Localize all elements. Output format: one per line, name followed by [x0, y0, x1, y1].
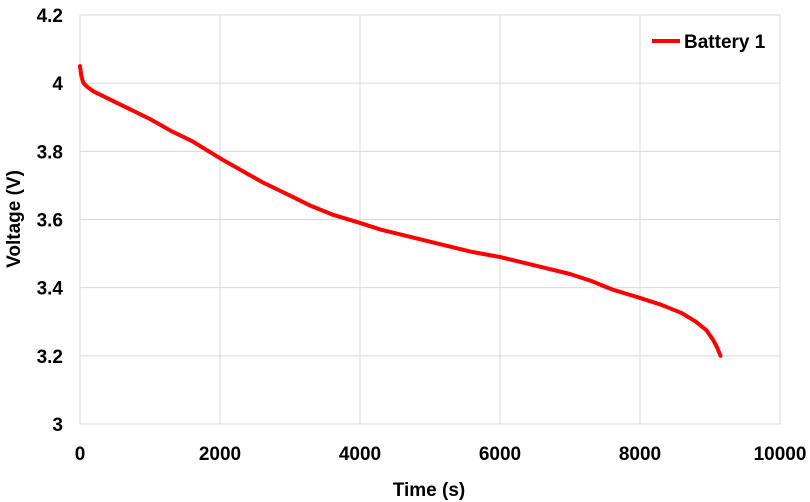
- y-tick-label: 3.6: [37, 211, 63, 232]
- y-tick-label: 3.2: [37, 347, 63, 368]
- x-tick-labels: 0 2000 4000 6000 8000 10000: [75, 444, 807, 465]
- x-tick-label: 10000: [754, 444, 807, 465]
- horizontal-gridlines: [80, 82, 780, 357]
- legend-label-battery-1: Battery 1: [684, 32, 766, 53]
- y-tick-label: 3.4: [37, 279, 64, 300]
- x-tick-label: 8000: [619, 444, 661, 465]
- y-tick-label: 4: [52, 74, 63, 95]
- y-tick-label: 3.8: [37, 142, 63, 163]
- series-group: [78, 64, 723, 358]
- legend: Battery 1: [652, 32, 766, 53]
- y-axis-title: Voltage (V): [4, 170, 25, 268]
- x-tick-label: 0: [75, 444, 86, 465]
- x-tick-label: 6000: [479, 444, 521, 465]
- x-tick-label: 2000: [199, 444, 241, 465]
- x-tick-label: 4000: [339, 444, 381, 465]
- x-axis-title: Time (s): [393, 480, 466, 501]
- y-tick-label: 4.2: [37, 6, 63, 27]
- y-tick-labels: 3 3.2 3.4 3.6 3.8 4 4.2: [37, 6, 64, 436]
- y-tick-label: 3: [52, 415, 63, 436]
- series-line-battery-1: [78, 64, 723, 358]
